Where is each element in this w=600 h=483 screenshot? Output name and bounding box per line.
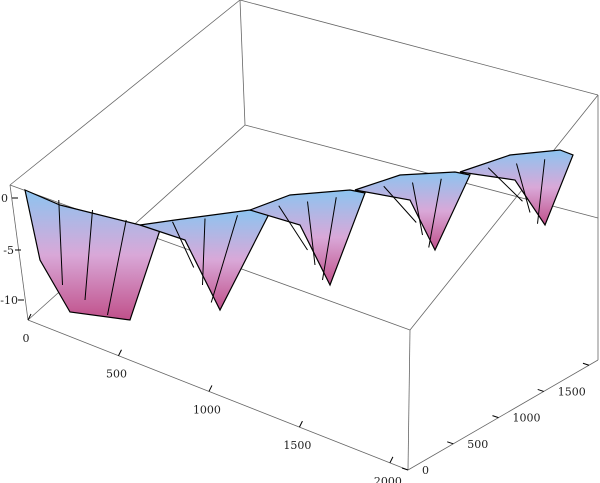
mesh-line — [383, 185, 417, 223]
y-tick — [537, 388, 544, 392]
y-tick-label: 0 — [422, 464, 429, 477]
mesh-line — [202, 218, 206, 286]
y-tick-label: 1500 — [558, 385, 586, 398]
x-tick-label: 0 — [23, 332, 30, 345]
mesh-line — [537, 159, 546, 224]
mesh-line — [516, 163, 531, 213]
x-tick — [27, 313, 32, 321]
mesh-line — [307, 201, 316, 266]
mesh-line — [210, 215, 238, 303]
mesh-line — [84, 209, 93, 301]
y-tick — [401, 467, 409, 471]
z-tick-label: -10 — [0, 294, 18, 307]
z-tick-label: -5 — [3, 244, 14, 257]
x-tick-label: 2000 — [374, 475, 402, 483]
y-tick-label: 500 — [467, 438, 488, 451]
x-tick-label: 500 — [106, 368, 127, 381]
y-tick-label: 1000 — [512, 412, 540, 425]
y-tick — [492, 415, 499, 419]
mesh-line — [428, 178, 442, 248]
surface-arch-5 — [459, 149, 574, 227]
x-tick — [208, 385, 213, 392]
x-tick-label: 1500 — [283, 439, 311, 452]
mesh-line — [412, 182, 423, 236]
z-tick-label: 0 — [1, 192, 8, 205]
x-tick — [389, 456, 394, 464]
surface-arch-4 — [354, 171, 471, 252]
mesh-line — [107, 219, 127, 316]
x-tick-label: 1000 — [193, 403, 221, 416]
mesh-line — [278, 205, 308, 251]
mesh-line — [487, 167, 523, 202]
x-tick — [118, 349, 122, 356]
surface-arch-1 — [24, 188, 161, 321]
surface-arch-3 — [248, 189, 366, 287]
mesh-line — [58, 199, 63, 286]
surface — [24, 149, 574, 321]
x-tick — [298, 420, 303, 428]
mesh-line — [322, 197, 337, 281]
y-tick — [447, 441, 454, 445]
mesh-line — [172, 221, 195, 268]
y-tick — [582, 362, 590, 366]
